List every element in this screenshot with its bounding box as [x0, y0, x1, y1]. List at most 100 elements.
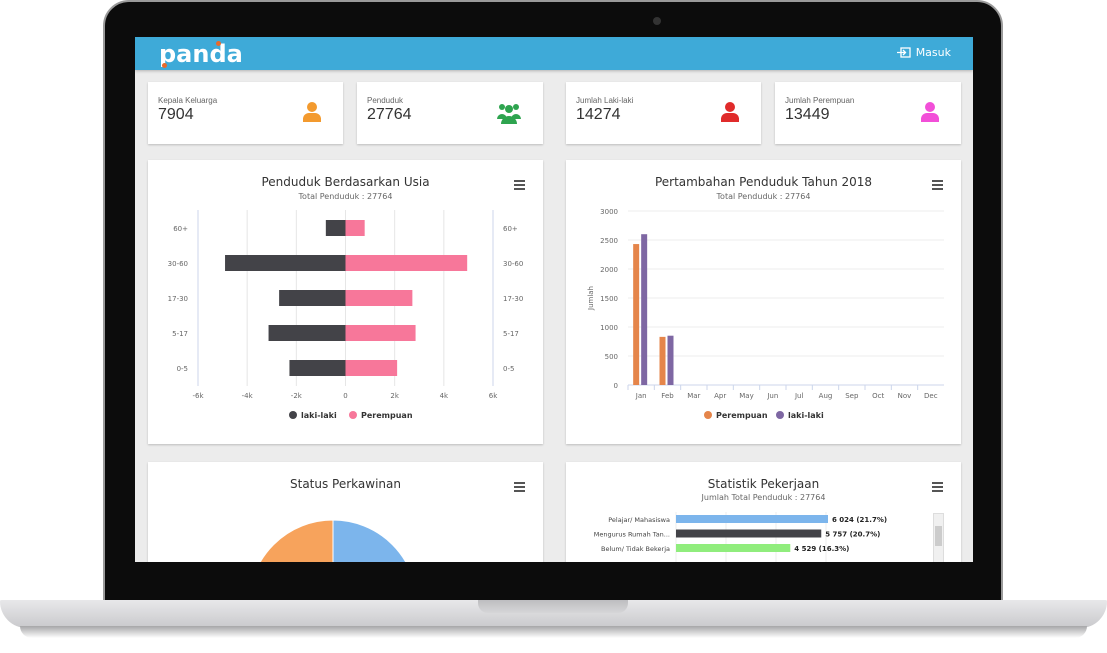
x-tick-label: Nov: [898, 392, 912, 400]
bar-laki-laki: [641, 234, 648, 385]
x-tick-label: 4k: [440, 392, 449, 400]
data-label: 4 529 (16.3%): [794, 545, 849, 553]
bar-Perempuan: [345, 360, 398, 376]
x-tick-label: Dec: [924, 392, 938, 400]
user-icon: [721, 102, 739, 126]
bar-laki-laki: [325, 220, 346, 236]
y-tick-label-left: 60+: [173, 225, 188, 233]
stat-label: Jumlah Perempuan: [785, 96, 855, 105]
y-tick-label: 500: [605, 353, 618, 361]
y-tick-label-right: 60+: [503, 225, 518, 233]
age-pyramid-chart: -6k -4k -2k 0 2k 4k 6k 60+ 60+ 30-60 30-60 17-30 17-…: [168, 210, 523, 420]
base-shadow: [20, 626, 1087, 638]
chart-menu-icon[interactable]: [932, 180, 943, 192]
x-tick-label: -6k: [192, 392, 204, 400]
chart-title: Pertambahan Penduduk Tahun 2018: [654, 175, 873, 189]
x-tick-label: Sep: [845, 392, 859, 400]
category-label: Pelajar/ Mahasiswa: [608, 516, 670, 524]
pie-slice: [259, 519, 334, 562]
stat-card: Jumlah Laki-laki 14274: [566, 82, 761, 144]
stat-label: Penduduk: [367, 96, 404, 105]
job-bar-chart: Pelajar/ Mahasiswa 6 024 (21.7%) Mengurus …: [594, 512, 887, 562]
chart-menu-icon[interactable]: [932, 482, 943, 494]
screen: panda Masuk Kepala Keluarga 7904 Penduduk 2…: [135, 37, 973, 562]
bar-Perempuan: [345, 220, 365, 236]
y-tick-label-right: 5-17: [503, 330, 519, 338]
login-button[interactable]: Masuk: [896, 46, 951, 59]
legend-marker: [349, 411, 357, 419]
x-tick-label: Jun: [766, 392, 778, 400]
y-tick-label: 2500: [600, 237, 618, 245]
bar: [676, 515, 828, 523]
age-chart-card: Penduduk Berdasarkan Usia Total Penduduk…: [148, 160, 543, 444]
x-tick-label: Jan: [635, 392, 647, 400]
y-axis-label: Jumlah: [587, 286, 595, 311]
x-tick-label: Feb: [661, 392, 674, 400]
pie-slice: [332, 519, 407, 562]
stat-value: 14274: [576, 106, 621, 123]
x-tick-label: -4k: [242, 392, 254, 400]
y-tick-label: 1500: [600, 295, 618, 303]
login-label: Masuk: [915, 46, 951, 59]
scrollbar-thumb[interactable]: [935, 526, 942, 546]
chart-title: Status Perkawinan: [290, 477, 401, 491]
x-tick-label: Apr: [714, 392, 726, 400]
y-tick-label-left: 17-30: [168, 295, 188, 303]
y-tick-label-left: 5-17: [172, 330, 188, 338]
stat-label: Jumlah Laki-laki: [576, 96, 634, 105]
bar-Perempuan: [659, 336, 666, 385]
y-tick-label: 2000: [600, 266, 618, 274]
x-tick-label: 2k: [390, 392, 399, 400]
marital-pie-chart: [259, 519, 407, 562]
category-label: Mengurus Rumah Tan...: [594, 531, 670, 539]
stat-card: Kepala Keluarga 7904: [148, 82, 343, 144]
login-icon: [896, 47, 911, 58]
y-tick-label-left: 30-60: [168, 260, 188, 268]
y-tick-label: 1000: [600, 324, 618, 332]
chart-menu-icon[interactable]: [514, 482, 525, 494]
y-tick-label-right: 0-5: [503, 365, 514, 373]
x-tick-label: May: [739, 392, 753, 400]
legend-marker: [704, 411, 712, 419]
scrollbar[interactable]: [933, 513, 944, 562]
x-tick-label: -2k: [291, 392, 303, 400]
x-tick-label: Aug: [819, 392, 833, 400]
job-chart-card: Statistik Pekerjaan Jumlah Total Pendudu…: [566, 462, 961, 562]
stat-label: Kepala Keluarga: [158, 96, 218, 105]
bar-Perempuan: [633, 244, 640, 385]
x-tick-label: Mar: [687, 392, 700, 400]
bar-Perempuan: [345, 290, 413, 306]
y-tick-label-right: 30-60: [503, 260, 523, 268]
chart-subtitle: Total Penduduk : 27764: [298, 192, 393, 201]
legend-marker: [289, 411, 297, 419]
legend-label: Perempuan: [361, 411, 413, 420]
bar: [676, 544, 791, 552]
laptop-notch: [478, 600, 628, 613]
marital-chart-card: Status Perkawinan: [148, 462, 543, 562]
growth-bar-chart: 0 500 1000 1500 2000 2500 3000 Jumlah Jan Feb Mar A…: [587, 208, 944, 420]
stat-card: Jumlah Perempuan 13449: [775, 82, 961, 144]
logo-dot: [162, 63, 167, 68]
bar-laki-laki: [268, 325, 346, 341]
chart-title: Penduduk Berdasarkan Usia: [261, 175, 430, 189]
chart-menu-icon[interactable]: [514, 180, 525, 192]
data-label: 6 024 (21.7%): [832, 516, 887, 524]
chart-subtitle: Jumlah Total Penduduk : 27764: [701, 493, 826, 502]
bar: [676, 529, 822, 538]
logo[interactable]: panda: [159, 40, 243, 68]
x-tick-label: 6k: [489, 392, 498, 400]
legend-label: Perempuan: [716, 411, 768, 420]
y-tick-label-right: 17-30: [503, 295, 523, 303]
chart-title: Statistik Pekerjaan: [707, 477, 820, 491]
stat-value: 27764: [367, 106, 412, 123]
stat-value: 7904: [158, 106, 194, 123]
bar-laki-laki: [289, 360, 346, 376]
bar-laki-laki: [279, 290, 346, 306]
category-label: Belum/ Tidak Bekerja: [601, 545, 670, 553]
x-tick-label: Oct: [872, 392, 884, 400]
bar-Perempuan: [345, 255, 468, 271]
users-group-icon: [497, 102, 521, 128]
x-tick-label: 0: [343, 392, 347, 400]
y-tick-label: 3000: [600, 208, 618, 216]
y-tick-label-left: 0-5: [177, 365, 188, 373]
